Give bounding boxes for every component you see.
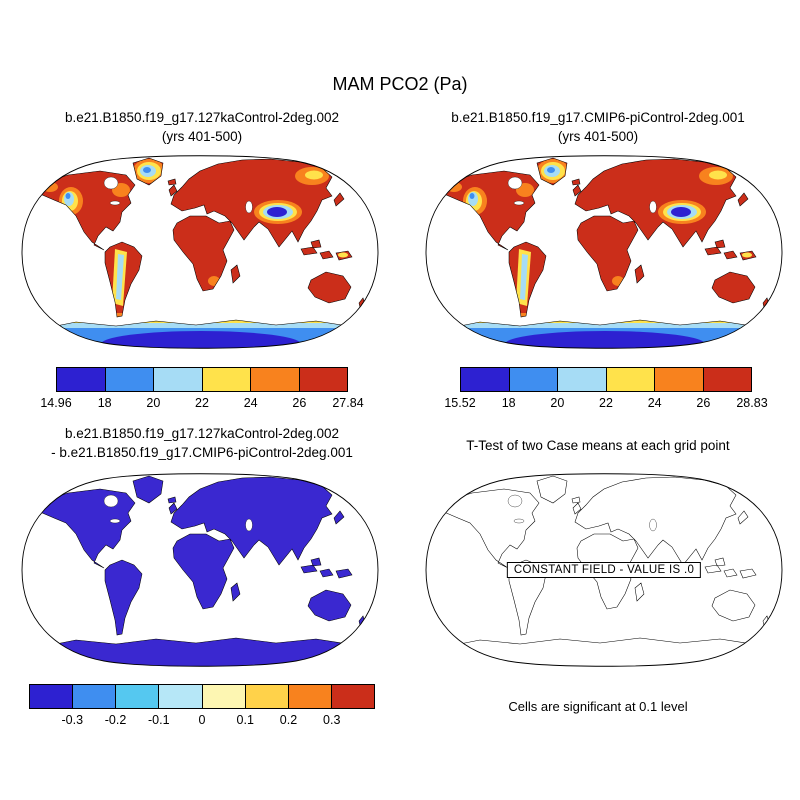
map-top-left (16, 150, 384, 354)
colorbar-box (245, 685, 289, 708)
colorbar-tick-label: -0.2 (104, 713, 127, 727)
world-map-picontrol (425, 155, 783, 349)
map-top-right (420, 150, 788, 354)
colorbar-tick-label: 18 (97, 396, 112, 410)
colorbar-box (331, 685, 374, 708)
colorbar-top-left: 14.96 18 20 22 24 26 27.84 (40, 367, 364, 412)
colorbar-box (703, 368, 751, 391)
colorbar-tick-label: 22 (599, 396, 613, 410)
colorbar-box (461, 368, 510, 391)
colorbar-box (558, 368, 607, 391)
colorbar-box (251, 368, 300, 391)
colorbar-tick-label: 22 (195, 396, 209, 410)
years-range-top-left: (yrs 401-500) (161, 128, 243, 144)
colorbar-box (57, 368, 106, 391)
colorbar-tick-label: 24 (243, 396, 258, 410)
map-bottom-left (16, 468, 384, 672)
colorbar-box (202, 685, 246, 708)
panel-title-top-right: b.e21.B1850.f19_g17.CMIP6-piControl-2deg… (402, 109, 794, 147)
colorbar-box (159, 685, 203, 708)
map-bottom-right: CONSTANT FIELD - VALUE IS .0 (420, 468, 788, 672)
colorbar-tick-label: 18 (501, 396, 516, 410)
colorbar-box (509, 368, 558, 391)
colorbar-tick-label: 0.1 (236, 713, 254, 727)
colorbar-tick-label: 26 (292, 396, 307, 410)
colorbar-box (154, 368, 203, 391)
case-name-bottom-left-1: b.e21.B1850.f19_g17.127kaControl-2deg.00… (65, 426, 339, 441)
panel-title-bottom-right: T-Test of two Case means at each grid po… (402, 437, 794, 456)
colorbar-box (655, 368, 704, 391)
colorbar-tick-label: 0.3 (323, 713, 341, 727)
significance-note: Cells are significant at 0.1 level (508, 699, 688, 714)
ttest-title: T-Test of two Case means at each grid po… (466, 438, 730, 453)
colorbar-tick-label: 14.96 (40, 396, 72, 410)
colorbar-tick-label: 24 (647, 396, 662, 410)
colorbar-tick-label: -0.3 (61, 713, 84, 727)
case-name-top-right: b.e21.B1850.f19_g17.CMIP6-piControl-2deg… (451, 110, 745, 125)
panel-title-top-left: b.e21.B1850.f19_g17.127kaControl-2deg.00… (6, 109, 398, 147)
colorbar-tick-label: 28.83 (736, 396, 768, 410)
colorbar-tick-label: 20 (146, 396, 161, 410)
colorbar-box (116, 685, 160, 708)
world-map-127ka (21, 155, 379, 349)
colorbar-tick-label: 0 (198, 713, 206, 727)
colorbar-tick-label: 20 (550, 396, 565, 410)
colorbar-box (299, 368, 347, 391)
colorbar-tick-label: 0.2 (279, 713, 298, 727)
colorbar-top-right: 15.52 18 20 22 24 26 28.83 (444, 367, 768, 412)
colorbar-bottom-left: -0.3 -0.2 -0.1 0 0.1 0.2 0.3 (29, 684, 375, 729)
colorbar-box (30, 685, 74, 708)
colorbar-tick-label: -0.1 (147, 713, 170, 727)
colorbar-tick-label: 15.52 (444, 396, 476, 410)
colorbar-tick-label: 27.84 (332, 396, 364, 410)
colorbar-box (73, 685, 117, 708)
colorbar-box (105, 368, 154, 391)
world-map-difference (21, 473, 379, 667)
case-name-bottom-left-2: - b.e21.B1850.f19_g17.CMIP6-piControl-2d… (51, 444, 353, 460)
case-name-top-left: b.e21.B1850.f19_g17.127kaControl-2deg.00… (65, 110, 339, 125)
panel-title-bottom-left: b.e21.B1850.f19_g17.127kaControl-2deg.00… (6, 425, 398, 463)
colorbar-box (202, 368, 251, 391)
years-range-top-right: (yrs 401-500) (557, 128, 639, 144)
colorbar-tick-label: 26 (696, 396, 711, 410)
colorbar-box (606, 368, 655, 391)
colorbar-box (288, 685, 332, 708)
figure-title: MAM PCO2 (Pa) (332, 74, 468, 94)
constant-field-label: CONSTANT FIELD - VALUE IS .0 (506, 562, 702, 578)
